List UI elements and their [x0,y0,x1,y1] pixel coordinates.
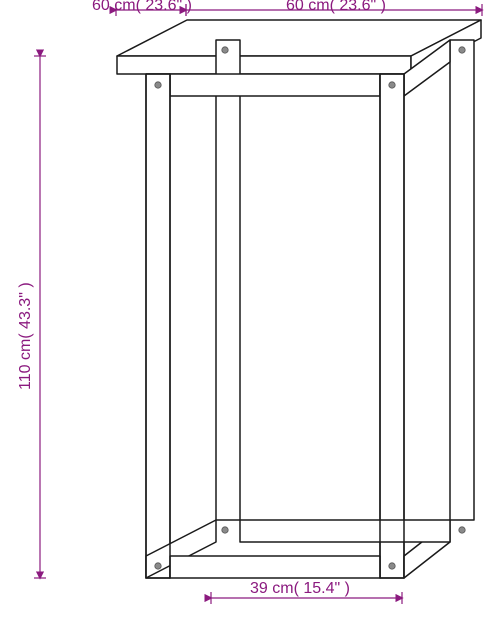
dim-depth: 60 cm( 23.6" ) [92,0,192,16]
dim-base: 39 cm( 15.4" ) [211,580,402,604]
table-outline [117,20,481,578]
dim-width: 60 cm( 23.6" ) [186,0,482,16]
dim-base-label: 39 cm( 15.4" ) [250,580,350,597]
dim-height: 110 cm( 43.3" ) [17,56,46,578]
dim-width-label: 60 cm( 23.6" ) [286,0,386,14]
dim-height-label: 110 cm( 43.3" ) [17,282,34,390]
screws [155,47,465,569]
dim-depth-label: 60 cm( 23.6" ) [92,0,192,14]
dimension-diagram: 60 cm( 23.6" ) 60 cm( 23.6" ) 110 cm( 43.3… [0,0,500,641]
